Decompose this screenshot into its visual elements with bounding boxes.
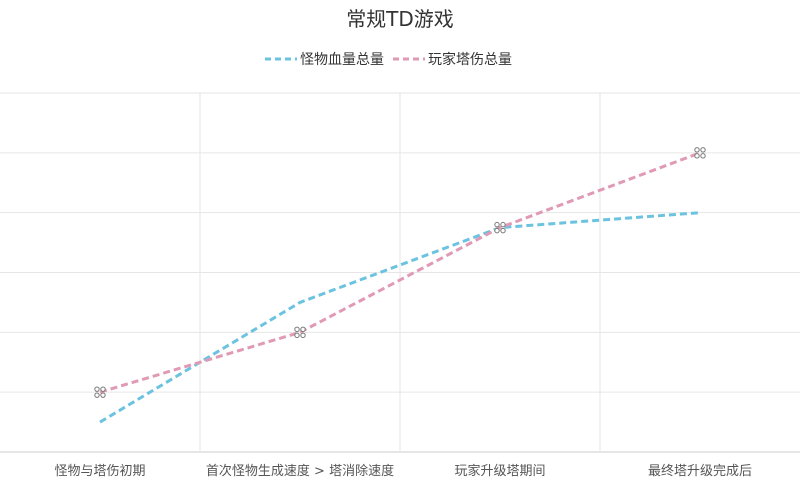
data-point-marker-dot [694,147,700,153]
x-tick-label: 最终塔升级完成后 [648,463,752,479]
x-tick-label: 玩家升级塔期间 [454,463,545,479]
data-point-marker-dot [94,386,100,392]
grid [0,92,800,453]
chart-title: 常规TD游戏 [346,7,454,31]
data-point-marker-dot [100,386,106,392]
legend-label-tower-damage: 玩家塔伤总量 [428,51,512,68]
legend-label-monster-hp: 怪物血量总量 [300,52,384,68]
data-point-marker-dot [694,153,700,159]
series-lines [99,151,701,424]
legend[interactable]: 怪物血量总量 玩家塔伤总量 [265,51,512,68]
series-markers [94,147,706,398]
data-point-marker [494,221,506,234]
data-point-marker-dot [300,326,306,333]
data-point-marker-dot [294,332,300,339]
data-point-marker [694,147,706,159]
x-axis-labels: 怪物与塔伤初期 首次怪物生成速度 > 塔消除速度 玩家升级塔期间 最终塔升级完成后 [54,463,752,479]
data-point-marker-dot [300,332,306,339]
legend-item-tower-damage[interactable]: 玩家塔伤总量 [393,51,512,68]
series-line-2 [99,151,701,394]
data-point-marker [294,326,306,339]
data-point-marker-dot [494,227,500,234]
data-point-marker-dot [94,392,100,398]
legend-item-monster-hp[interactable]: 怪物血量总量 [265,52,384,68]
data-point-marker-dot [494,221,500,228]
data-point-marker [94,386,106,398]
data-point-marker-dot [100,392,106,398]
x-tick-label: 怪物与塔伤初期 [54,464,145,479]
data-point-marker-dot [500,221,506,228]
data-point-marker-dot [700,147,706,153]
data-point-marker-dot [500,227,506,234]
x-tick-label: 首次怪物生成速度 > 塔消除速度 [206,463,394,479]
data-point-marker-dot [294,326,300,333]
data-point-marker-dot [700,153,706,159]
